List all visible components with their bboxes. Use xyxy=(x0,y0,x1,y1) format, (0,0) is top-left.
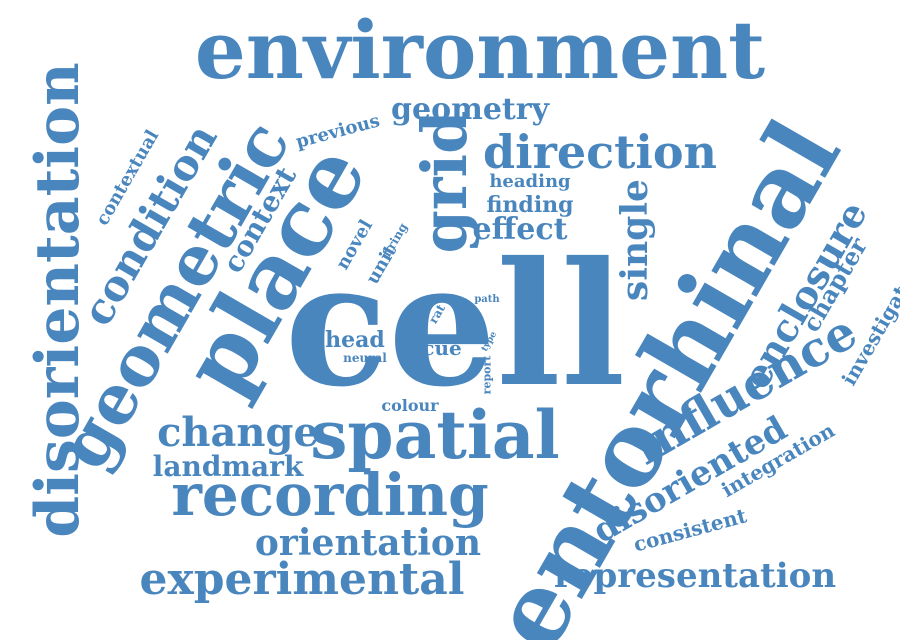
word-finding: finding xyxy=(486,192,574,218)
word-spatial: spatial xyxy=(310,396,560,474)
word-neural: neural xyxy=(343,351,387,365)
word-grid: grid xyxy=(408,110,481,254)
word-heading: heading xyxy=(489,171,571,192)
word-path: path xyxy=(474,294,500,305)
word-cell: cell xyxy=(284,225,626,425)
word-previous: previous xyxy=(293,110,383,153)
word-cue: cue xyxy=(422,336,462,360)
word-direction: direction xyxy=(483,125,717,179)
word-head: head xyxy=(325,327,385,353)
word-change: change xyxy=(157,409,319,456)
word-report: report xyxy=(480,355,494,395)
word-representation: representation xyxy=(553,556,837,596)
word-orientation: orientation xyxy=(254,522,482,564)
word-environment: environment xyxy=(194,3,766,97)
word-landmark: landmark xyxy=(152,450,304,483)
word-colour: colour xyxy=(381,396,439,415)
word-effect: effect xyxy=(472,212,568,247)
word-experimental: experimental xyxy=(139,554,465,605)
word-single: single xyxy=(614,179,656,301)
word-recording: recording xyxy=(171,461,489,529)
word-geometry: geometry xyxy=(391,92,549,127)
